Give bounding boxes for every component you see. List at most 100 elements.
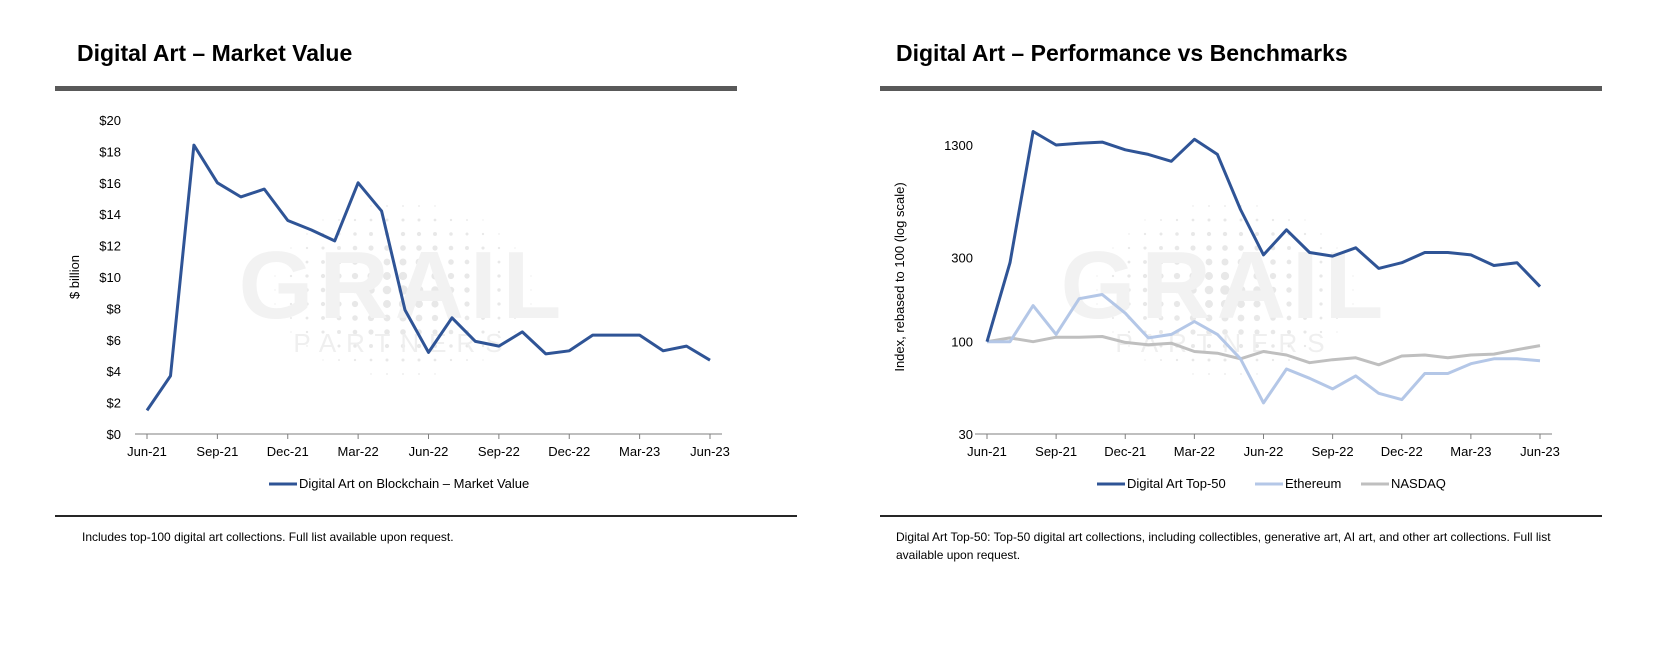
watermark-dot (1143, 232, 1147, 236)
watermark-dot (367, 314, 375, 322)
x-tick-label: Jun-22 (409, 444, 449, 459)
watermark-dot (1224, 373, 1226, 375)
watermark-dot (1143, 316, 1147, 320)
watermark-dot (383, 272, 391, 280)
y-tick-label: $2 (107, 396, 121, 411)
watermark-dot (402, 373, 404, 375)
watermark-dot (305, 330, 309, 334)
watermark-dot (1253, 258, 1261, 266)
watermark-text: GRAIL (239, 232, 568, 339)
watermark-dot (1144, 219, 1146, 221)
watermark-dot (1303, 260, 1307, 264)
watermark-dot (1271, 358, 1275, 362)
x-tick-label: Sep-21 (196, 444, 238, 459)
watermark-dot (384, 329, 390, 335)
y-axis-label: Index, rebased to 100 (log scale) (892, 182, 907, 371)
watermark-dot (369, 344, 373, 348)
watermark-dot (1256, 373, 1258, 375)
watermark-dot (447, 300, 455, 308)
watermark-dot (1158, 315, 1164, 321)
watermark-dot (1174, 315, 1180, 321)
watermark-dot (1319, 330, 1323, 334)
watermark-dot (1237, 272, 1245, 280)
watermark-dot (530, 289, 532, 291)
watermark-dot (434, 373, 436, 375)
watermark-dot (464, 273, 470, 279)
watermark-dot (386, 205, 388, 207)
y-tick-label: $12 (99, 239, 121, 254)
legend-label: Digital Art on Blockchain – Market Value (299, 476, 529, 491)
watermark-dot (336, 273, 342, 279)
watermark-dot (274, 303, 276, 305)
watermark-dot (353, 358, 357, 362)
watermark-dot (480, 273, 486, 279)
watermark-dot (1336, 247, 1338, 249)
y-tick-label: $10 (99, 270, 121, 285)
watermark-dot (1271, 344, 1275, 348)
watermark-dot (1303, 316, 1307, 320)
watermark-dot (320, 301, 326, 307)
watermark-dot (1206, 343, 1212, 349)
y-tick-label: $18 (99, 144, 121, 159)
watermark-dot (1320, 345, 1322, 347)
watermark-dot (1173, 272, 1181, 280)
x-tick-label: Dec-22 (1381, 444, 1423, 459)
x-tick-label: Dec-21 (1104, 444, 1146, 459)
watermark-dot (1303, 232, 1307, 236)
watermark-dot (370, 373, 372, 375)
watermark-dot (481, 260, 485, 264)
watermark-dot (367, 286, 375, 294)
watermark-dot (1255, 358, 1259, 362)
watermark-dot (305, 316, 309, 320)
y-tick-label: 100 (951, 335, 973, 350)
watermark-dot (449, 218, 453, 222)
watermark-dot (1319, 260, 1323, 264)
series-line (987, 293, 1541, 405)
watermark-dot (1206, 245, 1212, 251)
watermark-dot (1112, 317, 1114, 319)
watermark-dot (1286, 301, 1292, 307)
watermark-dot (448, 329, 454, 335)
x-tick-label: Jun-21 (967, 444, 1007, 459)
watermark-dot (337, 330, 341, 334)
watermark-dot (1191, 344, 1195, 348)
watermark-dot (432, 329, 438, 335)
x-tick-label: Mar-23 (1450, 444, 1491, 459)
watermark-dot (1127, 330, 1131, 334)
watermark-dot (1190, 329, 1196, 335)
watermark-dot (431, 286, 439, 294)
watermark-dot (1174, 245, 1180, 251)
watermark-dot (1303, 330, 1307, 334)
watermark-dot (1237, 314, 1245, 322)
watermark-dot (447, 286, 455, 294)
watermark-dot (1286, 273, 1292, 279)
watermark-dot (385, 218, 389, 222)
watermark-dot (1205, 272, 1213, 280)
footnote-divider (880, 515, 1602, 517)
watermark-dot (1287, 246, 1291, 250)
watermark-dot (498, 233, 500, 235)
watermark-dot (399, 258, 407, 266)
watermark-dot (482, 219, 484, 221)
x-tick-label: Dec-22 (548, 444, 590, 459)
watermark-dot (1222, 245, 1228, 251)
footnote: Includes top-100 digital art collections… (82, 530, 454, 544)
watermark-dot (530, 275, 532, 277)
watermark-dot (464, 315, 470, 321)
watermark-dot (1224, 205, 1226, 207)
y-tick-label: $14 (99, 207, 121, 222)
watermark-dot (448, 245, 454, 251)
watermark-dot (1127, 260, 1131, 264)
watermark-dot (384, 245, 390, 251)
legend-label: NASDAQ (1391, 476, 1446, 491)
watermark-dot (513, 288, 517, 292)
watermark-dot (1142, 287, 1148, 293)
watermark-dot (449, 344, 453, 348)
watermark-dot (290, 331, 292, 333)
x-tick-label: Dec-21 (267, 444, 309, 459)
watermark-dot (1191, 232, 1195, 236)
watermark-dot (465, 246, 469, 250)
watermark-dot (1269, 300, 1277, 308)
